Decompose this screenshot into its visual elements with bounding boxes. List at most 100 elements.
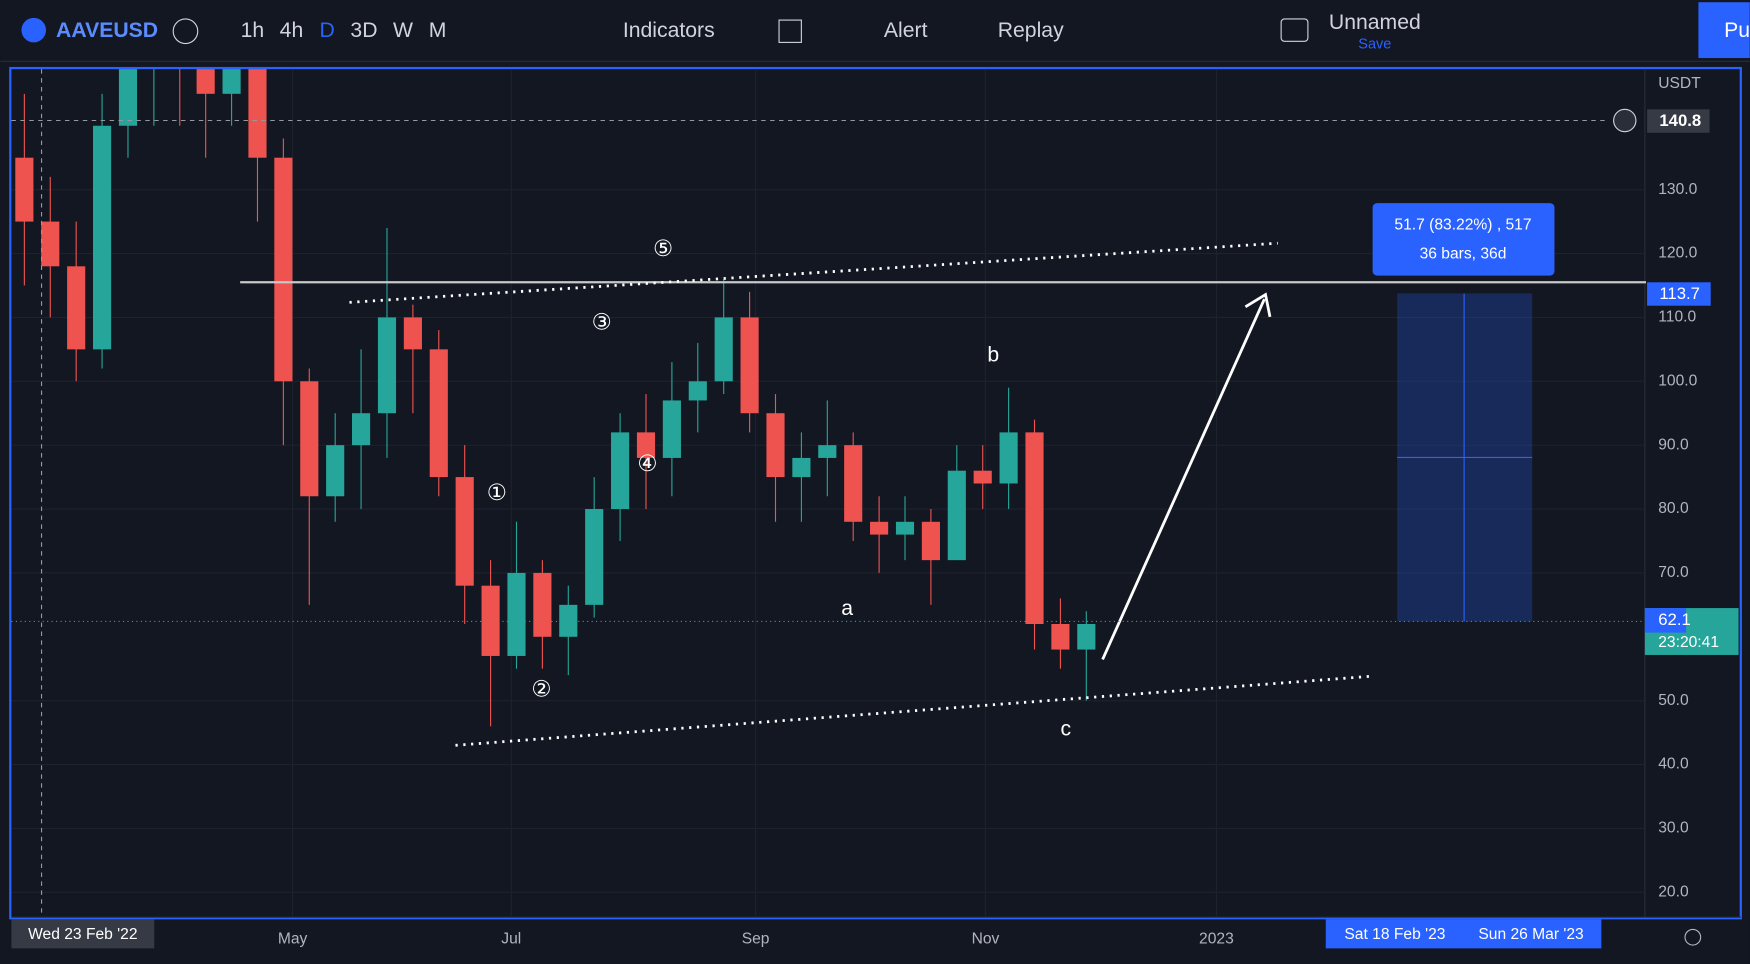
interval[interactable]: 3D xyxy=(350,19,377,42)
candle-body xyxy=(93,125,112,350)
publish[interactable]: Pu xyxy=(1724,19,1750,42)
candle-body xyxy=(714,317,733,382)
candle-body xyxy=(1051,624,1070,650)
price-tick: 40.0 xyxy=(1658,756,1689,773)
chart-frame xyxy=(9,66,1742,920)
candle-body xyxy=(481,585,500,656)
candle-body xyxy=(352,413,371,446)
candle-body xyxy=(585,509,604,605)
price-tick: 110.0 xyxy=(1658,309,1696,326)
time-label: Jul xyxy=(501,931,521,948)
measure-text: 51.7 (83.22%) , 517 xyxy=(1394,217,1531,234)
candle-body xyxy=(326,445,345,497)
candle-body xyxy=(41,221,60,267)
last-price: 62.1 xyxy=(1658,610,1691,629)
price-tick: 80.0 xyxy=(1658,500,1689,517)
interval[interactable]: 4h xyxy=(280,19,304,42)
price-tick: 120.0 xyxy=(1658,245,1697,262)
layout-icon[interactable] xyxy=(1280,18,1309,42)
interval[interactable]: W xyxy=(393,19,413,42)
candle-body xyxy=(636,432,656,458)
price-tick: 90.0 xyxy=(1658,436,1689,453)
alert[interactable]: Alert xyxy=(884,19,928,42)
currency[interactable]: USDT xyxy=(1658,75,1701,92)
candle-body xyxy=(533,572,552,637)
candle-body xyxy=(818,445,837,458)
wave-label: ② xyxy=(531,677,551,702)
price-tick: 50.0 xyxy=(1658,692,1689,709)
correction-label: b xyxy=(987,344,999,367)
save[interactable]: Save xyxy=(1358,36,1391,52)
wave-label: ① xyxy=(487,480,507,505)
candle-body xyxy=(740,317,759,414)
candle-body xyxy=(844,445,863,522)
replay[interactable]: Replay xyxy=(998,19,1064,42)
measure-box xyxy=(1372,203,1555,276)
crosshair-price: 140.8 xyxy=(1659,111,1701,130)
candle-body xyxy=(921,521,940,561)
candle-body xyxy=(895,521,915,535)
price-tick: 20.0 xyxy=(1658,883,1689,900)
range-end: Sun 26 Mar '23 xyxy=(1478,926,1583,943)
last-price-box-hl xyxy=(1644,608,1687,633)
candle-body xyxy=(222,69,241,94)
candle-body xyxy=(248,69,267,158)
wave-label: ③ xyxy=(592,309,612,334)
crosshair-date: Wed 23 Feb '22 xyxy=(28,926,137,943)
candle-body xyxy=(507,572,526,656)
candle-body xyxy=(662,400,681,458)
candle-body xyxy=(429,349,448,478)
candle-body xyxy=(999,432,1018,484)
candle-body xyxy=(15,157,34,222)
range-box xyxy=(1325,919,1602,949)
arrow-head xyxy=(1244,292,1272,318)
range-start: Sat 18 Feb '23 xyxy=(1344,926,1445,943)
price-tick: 70.0 xyxy=(1658,564,1689,581)
lower-trendline xyxy=(455,674,1373,747)
candle-body xyxy=(870,521,889,535)
candle-body xyxy=(403,317,422,350)
candle-body xyxy=(300,381,319,497)
templates[interactable] xyxy=(778,19,802,43)
crosshair-price-box xyxy=(1647,109,1710,133)
measure-text: 36 bars, 36d xyxy=(1420,246,1507,263)
candle-body xyxy=(455,477,474,586)
countdown: 23:20:41 xyxy=(1658,634,1719,651)
add-symbol[interactable] xyxy=(172,18,199,45)
interval[interactable]: D xyxy=(320,19,335,42)
candle-body xyxy=(1077,624,1096,650)
candle-body xyxy=(611,432,630,510)
indicators[interactable]: Indicators xyxy=(623,19,715,42)
interval[interactable]: M xyxy=(429,19,447,42)
candle-body xyxy=(1025,432,1044,625)
price-tick: 130.0 xyxy=(1658,181,1697,198)
interval[interactable]: 1h xyxy=(241,19,265,42)
candle-body xyxy=(792,457,811,478)
publish-button[interactable] xyxy=(1698,2,1750,59)
symbol[interactable]: AAVEUSD xyxy=(56,19,158,42)
candle-body xyxy=(688,381,707,401)
candle-body xyxy=(377,317,397,414)
price-tick: 100.0 xyxy=(1658,372,1697,389)
correction-label: c xyxy=(1060,717,1071,740)
target-price-box xyxy=(1647,282,1711,306)
price-tick: 30.0 xyxy=(1658,820,1689,837)
candle-body xyxy=(118,69,138,126)
time-label: Nov xyxy=(972,931,1000,948)
candle-body xyxy=(947,470,966,561)
symbol-icon[interactable] xyxy=(21,17,47,43)
layout-name[interactable]: Unnamed xyxy=(1329,11,1421,34)
upper-trendline xyxy=(349,241,1278,304)
time-label: Sep xyxy=(742,931,770,948)
candle-body xyxy=(274,157,293,382)
crosshair-date-box xyxy=(11,919,155,949)
add-alert[interactable] xyxy=(1613,108,1637,133)
settings[interactable] xyxy=(1684,928,1702,946)
candle-body xyxy=(559,604,578,637)
candle-body xyxy=(766,413,785,478)
time-label: May xyxy=(278,931,308,948)
projection-arrow xyxy=(1101,298,1266,660)
candle-body xyxy=(67,266,86,350)
wave-label: ④ xyxy=(637,451,657,476)
